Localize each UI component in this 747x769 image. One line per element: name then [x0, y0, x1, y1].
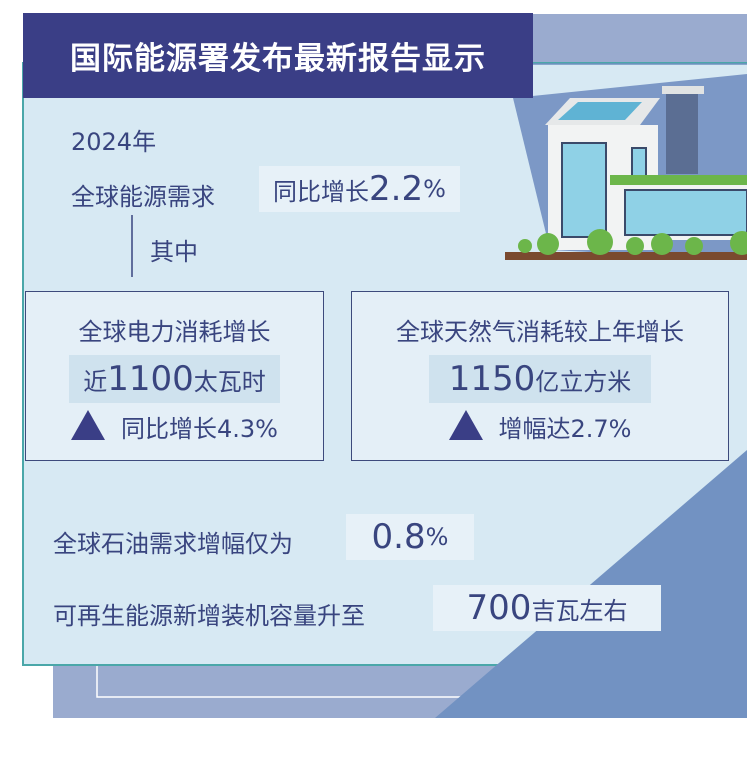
up-triangle-icon	[71, 410, 105, 440]
electricity-growth: 同比增长4.3%	[71, 409, 278, 444]
renewables-unit: 吉瓦左右	[531, 596, 628, 625]
growth-value: 2.2	[369, 169, 424, 209]
renewables-value: 700 吉瓦左右	[433, 585, 661, 631]
gas-unit: 亿立方米	[535, 368, 632, 396]
page-title: 国际能源署发布最新报告显示	[23, 13, 533, 98]
gas-growth-text: 增幅达2.7%	[498, 415, 632, 443]
global-demand-value: 同比增长 2.2%	[259, 166, 460, 212]
oil-label: 全球石油需求增幅仅为	[53, 530, 293, 558]
among-label: 其中	[150, 238, 198, 266]
electricity-prefix: 近	[83, 368, 108, 396]
electricity-growth-text: 同比增长4.3%	[121, 415, 278, 443]
gas-card: 全球天然气消耗较上年增长 1150亿立方米 增幅达2.7%	[351, 291, 729, 461]
year-label: 2024年	[71, 128, 157, 156]
growth-unit: %	[423, 175, 446, 203]
electricity-label: 全球电力消耗增长	[78, 318, 271, 346]
electricity-unit: 太瓦时	[193, 368, 266, 396]
electricity-number: 1100	[107, 359, 194, 399]
electricity-value: 近1100太瓦时	[69, 355, 280, 403]
gas-label: 全球天然气消耗较上年增长	[396, 318, 684, 346]
corner-triangle	[435, 450, 747, 718]
global-demand-label: 全球能源需求	[71, 183, 215, 211]
oil-value: 0.8%	[346, 514, 474, 560]
gas-growth: 增幅达2.7%	[448, 409, 632, 444]
renewables-number: 700	[466, 588, 532, 628]
oil-unit: %	[425, 523, 449, 551]
up-triangle-icon	[448, 410, 483, 440]
electricity-card: 全球电力消耗增长 近1100太瓦时 同比增长4.3%	[25, 291, 324, 461]
gas-value: 1150亿立方米	[428, 355, 652, 403]
renewables-label: 可再生能源新增装机容量升至	[53, 602, 365, 630]
oil-number: 0.8	[371, 517, 426, 557]
house-illustration	[505, 86, 747, 260]
growth-prefix: 同比增长	[273, 177, 369, 206]
gas-number: 1150	[448, 359, 536, 399]
